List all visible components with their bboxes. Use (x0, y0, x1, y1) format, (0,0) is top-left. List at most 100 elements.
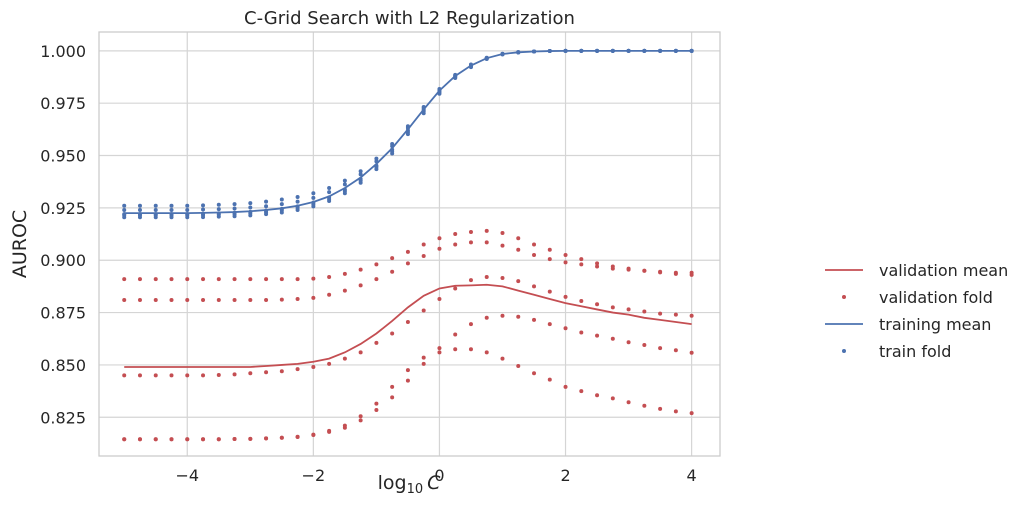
train-fold-point-5 (264, 212, 269, 217)
validation-fold-point-2 (532, 252, 537, 257)
validation-fold-point-1 (342, 271, 347, 276)
validation-fold-point-1 (185, 277, 190, 282)
train-fold-point-5 (137, 215, 142, 220)
validation-fold-point-3 (579, 299, 584, 304)
validation-fold-point-2 (626, 267, 631, 272)
validation-fold-point-1 (137, 277, 142, 282)
validation-fold-point-1 (453, 232, 458, 237)
validation-fold-point-2 (689, 270, 694, 275)
validation-fold-point-4 (405, 378, 410, 383)
train-fold-point-2 (248, 205, 253, 210)
train-fold-point-2 (358, 172, 363, 177)
train-fold-point-1 (137, 203, 142, 208)
validation-fold-point-5 (532, 371, 537, 376)
y-tick-label: 0.900 (40, 251, 86, 270)
validation-fold-point-3 (642, 309, 647, 314)
validation-fold-point-1 (311, 276, 316, 281)
validation-fold-point-2 (390, 269, 395, 274)
train-fold-point-5 (311, 204, 316, 209)
validation-fold-point-4 (642, 343, 647, 348)
y-tick-label: 0.975 (40, 94, 86, 113)
validation-fold-point-3 (137, 373, 142, 378)
x-tick-label: 2 (560, 466, 570, 485)
train-fold-point-5 (201, 215, 206, 220)
validation-fold-point-5 (374, 401, 379, 406)
train-fold-point-2 (342, 182, 347, 187)
train-fold-point-5 (248, 213, 253, 218)
validation-fold-point-4 (468, 322, 473, 327)
validation-fold-point-1 (169, 277, 174, 282)
validation-fold-point-3 (169, 373, 174, 378)
validation-fold-point-1 (248, 277, 253, 282)
validation-fold-point-5 (216, 437, 221, 442)
validation-fold-point-1 (390, 256, 395, 261)
validation-fold-point-5 (595, 393, 600, 398)
train-fold-point-1 (185, 203, 190, 208)
validation-fold-point-5 (153, 437, 158, 442)
validation-fold-point-1 (547, 247, 552, 252)
validation-fold-point-1 (216, 277, 221, 282)
y-tick-label: 1.000 (40, 42, 86, 61)
validation-fold-point-5 (405, 368, 410, 373)
validation-fold-point-5 (610, 396, 615, 401)
train-fold-point-2 (279, 202, 284, 207)
train-fold-point-5 (342, 191, 347, 196)
validation-fold-point-5 (579, 389, 584, 394)
validation-fold-point-2 (374, 277, 379, 282)
validation-fold-point-5 (500, 356, 505, 361)
train-fold-point-2 (122, 207, 127, 212)
plot-series (122, 48, 694, 442)
validation-fold-point-3 (437, 296, 442, 301)
y-tick-label: 0.875 (40, 304, 86, 323)
validation-fold-point-5 (201, 437, 206, 442)
validation-fold-point-4 (374, 407, 379, 412)
validation-fold-point-3 (342, 356, 347, 361)
train-fold-point-2 (185, 207, 190, 212)
validation-fold-point-2 (453, 242, 458, 247)
train-fold-point-1 (311, 191, 316, 196)
x-axis-label-subscript: 10 (407, 482, 424, 497)
training-mean-line (124, 49, 692, 215)
validation-fold-point-4 (610, 336, 615, 341)
validation-fold-point-4 (453, 332, 458, 337)
train-fold-point-2 (169, 207, 174, 212)
validation-fold-point-2 (658, 269, 663, 274)
validation-fold-point-5 (358, 414, 363, 419)
validation-fold-point-3 (405, 320, 410, 324)
validation-fold-point-5 (563, 384, 568, 389)
validation-fold-point-5 (248, 436, 253, 441)
validation-fold-point-2 (153, 298, 158, 303)
validation-fold-point-4 (595, 333, 600, 338)
train-fold-point-1 (153, 203, 158, 208)
train-fold-point-5 (421, 111, 426, 116)
train-fold-point-5 (185, 215, 190, 220)
validation-fold-point-3 (610, 305, 615, 310)
validation-fold-point-2 (279, 297, 284, 302)
validation-fold-point-3 (532, 284, 537, 289)
validation-fold-point-2 (421, 254, 426, 259)
train-fold-point-5 (169, 215, 174, 220)
validation-fold-point-3 (500, 276, 505, 281)
validation-fold-point-2 (232, 298, 237, 303)
validation-fold-point-5 (673, 409, 678, 414)
validation-fold-point-4 (689, 350, 694, 355)
validation-fold-point-4 (673, 348, 678, 353)
legend-label-train-fold: train fold (879, 342, 951, 361)
train-fold-point-5 (232, 214, 237, 219)
validation-fold-point-4 (484, 315, 489, 320)
validation-fold-point-2 (248, 298, 253, 303)
validation-fold-point-3 (264, 370, 269, 375)
validation-fold-point-1 (437, 236, 442, 241)
validation-fold-point-4 (358, 418, 363, 423)
validation-fold-point-5 (658, 406, 663, 411)
train-fold-point-5 (122, 215, 127, 220)
validation-fold-point-4 (421, 361, 426, 366)
validation-fold-point-2 (579, 262, 584, 267)
validation-fold-point-4 (500, 313, 505, 318)
validation-fold-point-1 (500, 231, 505, 236)
legend-label-validation-fold: validation fold (879, 288, 993, 307)
validation-fold-point-3 (185, 373, 190, 378)
x-axis-label: log10 C (378, 472, 442, 497)
train-fold-point-5 (374, 167, 379, 172)
